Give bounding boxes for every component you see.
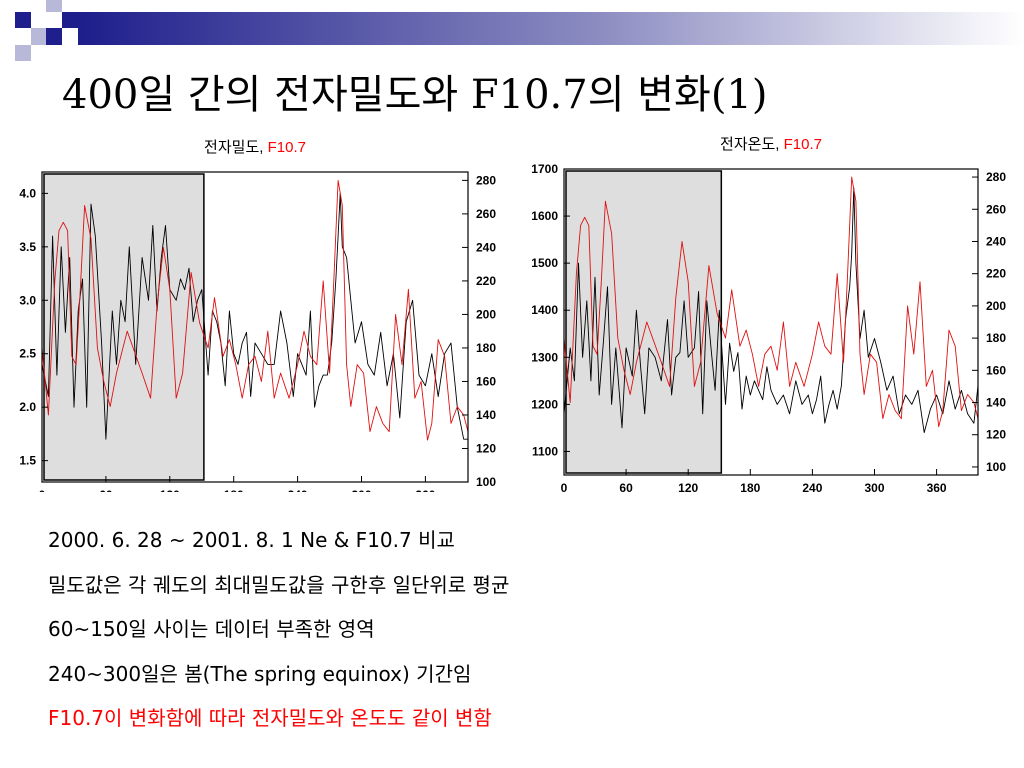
y-tick-label-left: 1400 [531,303,558,317]
y-tick-label-right: 140 [986,396,1006,410]
plot-frame [41,171,469,483]
slide-title: 400일 간의 전자밀도와 F10.7의 변화(1) [62,72,768,118]
chart-title-part: 전자밀도, [204,139,268,156]
series-line-f107 [563,176,979,428]
data-gap-region [565,170,723,474]
y-tick-label-left: 2.5 [19,347,36,361]
y-tick-label-right: 160 [476,374,496,388]
y-tick-label-right: 160 [986,363,1006,377]
y-tick-label-right: 260 [986,202,1006,216]
y-tick-label-right: 120 [986,428,1006,442]
y-tick-label-right: 100 [476,475,496,489]
x-tick-label: 300 [351,488,371,492]
y-tick-label-right: 280 [986,170,1006,184]
x-tick-label: 0 [39,488,46,492]
y-tick-label-right: 140 [476,408,496,422]
x-tick-label: 240 [288,488,308,492]
y-tick-label-right: 180 [986,331,1006,345]
title-gradient-bar [78,12,1024,45]
chart-title-part: F10.7 [784,136,822,153]
title-decoration [15,0,1024,61]
chart-title: 전자밀도, F10.7 [204,139,306,156]
y-tick-label-right: 240 [476,240,496,254]
y-tick-label-right: 280 [476,173,496,187]
chart-title-part: 전자온도, [720,136,784,153]
y-tick-label-right: 220 [986,267,1006,281]
x-tick-label: 360 [927,481,947,495]
bullet-item: 밀도값은 각 궤도의 최대밀도값을 구한후 일단위로 평균 [48,572,510,597]
series-line-left [563,187,979,434]
y-tick-label-left: 3.0 [19,293,36,307]
x-tick-label: 300 [864,481,884,495]
y-tick-label-right: 240 [986,234,1006,248]
y-tick-label-right: 200 [476,307,496,321]
deco-square [15,12,31,28]
electron-density-chart: 전자밀도, F10.7 0 60 120 180 240 300 360 1.5 2.0 2.5 3.… [19,139,496,492]
bullet-item: F10.7이 변화함에 따라 전자밀도와 온도도 같이 변함 [48,706,492,730]
bullet-item: 240~300일은 봄(The spring equinox) 기간임 [48,661,472,686]
chart-title-part: F10.7 [268,139,306,156]
y-tick-label-left: 3.5 [19,240,36,254]
deco-square [62,12,78,28]
chart-title: 전자온도, F10.7 [720,136,822,153]
electron-temperature-chart: 전자온도, F10.7 0 60 120 180 240 300 360 1100 1200 130… [531,136,1006,495]
y-tick-label-left: 1100 [532,444,558,458]
y-tick-label-left: 2.0 [19,400,36,414]
deco-square [31,28,46,45]
bullet-list: 2000. 6. 28 ~ 2001. 8. 1 Ne & F10.7 비교 밀… [48,528,509,751]
x-tick-label: 120 [160,488,180,492]
y-tick-label-left: 1200 [531,397,558,411]
bullet-item: 60~150일 사이는 데이터 부족한 영역 [48,617,375,641]
bullet-item: 2000. 6. 28 ~ 2001. 8. 1 Ne & F10.7 비교 [48,528,455,552]
y-tick-label-left: 1.5 [19,454,36,468]
series-line-f107 [41,179,469,441]
data-gap-region [43,173,205,481]
y-tick-label-left: 1300 [531,350,558,364]
y-tick-label-right: 100 [986,460,1006,474]
x-tick-label: 60 [619,481,633,495]
x-tick-label: 60 [99,488,113,492]
y-tick-label-left: 1700 [531,162,558,176]
y-tick-label-left: 4.0 [19,186,36,200]
y-tick-label-left: 1600 [531,209,558,223]
plot-frame [563,168,979,476]
deco-square [46,28,62,45]
y-tick-label-right: 260 [476,207,496,221]
y-tick-label-right: 120 [476,441,496,455]
x-tick-label: 180 [224,488,244,492]
y-tick-label-right: 220 [476,274,496,288]
x-tick-label: 240 [802,481,822,495]
deco-square [15,45,31,61]
x-tick-label: 120 [678,481,698,495]
deco-square [46,0,62,12]
x-tick-label: 360 [415,488,435,492]
y-tick-label-right: 180 [476,341,496,355]
y-tick-label-left: 1500 [531,256,558,270]
y-tick-label-right: 200 [986,299,1006,313]
x-tick-label: 0 [561,481,568,495]
x-tick-label: 180 [740,481,760,495]
